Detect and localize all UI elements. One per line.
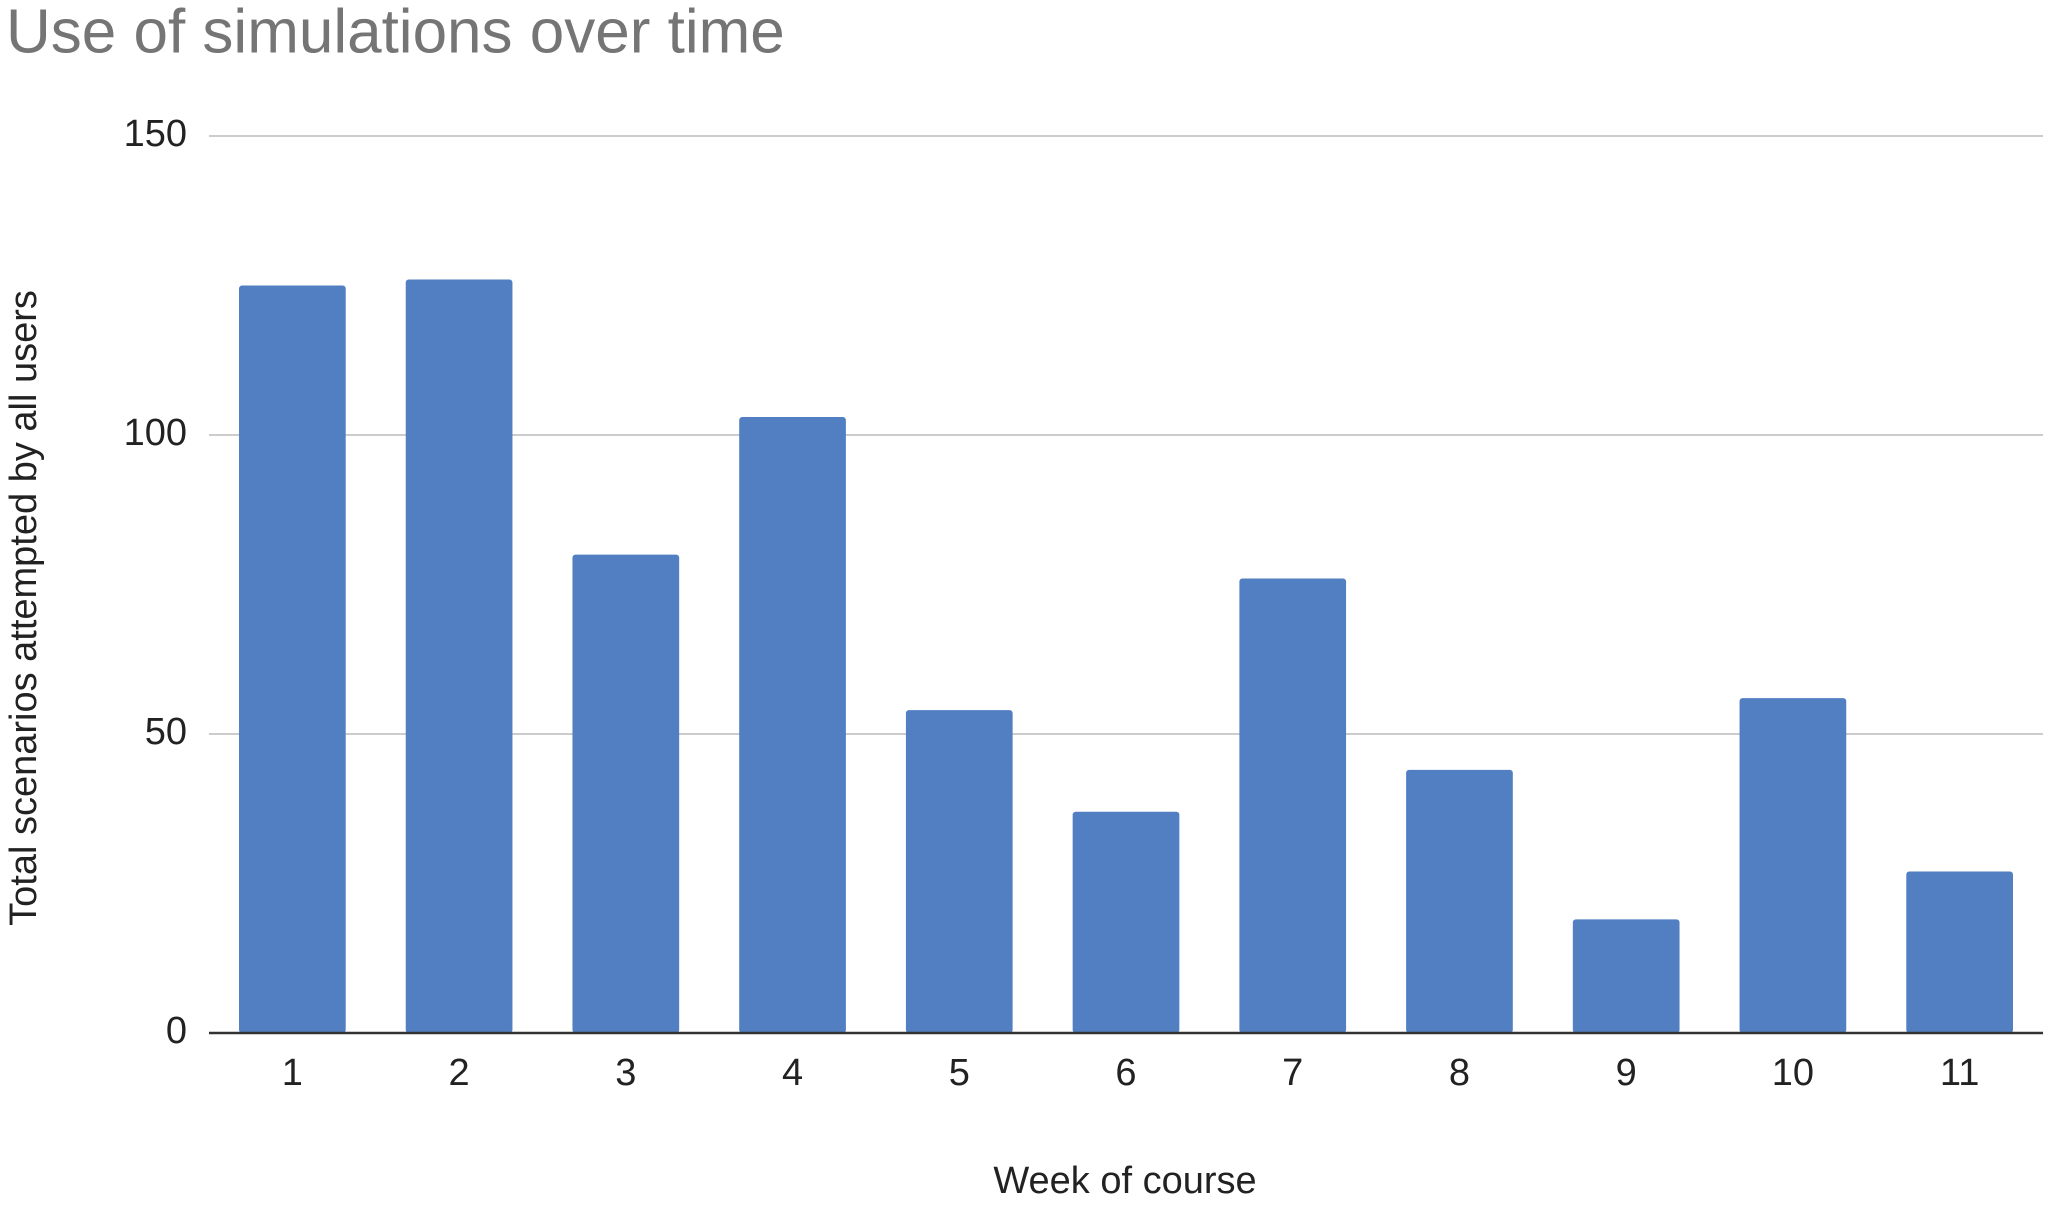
y-tick-label: 100 xyxy=(124,412,187,454)
x-axis-title: Week of course xyxy=(993,1160,1256,1202)
x-tick-label: 10 xyxy=(1772,1052,1814,1094)
bar xyxy=(239,285,346,1033)
bar xyxy=(572,554,680,1033)
bar xyxy=(1739,698,1847,1033)
bar xyxy=(1072,811,1180,1033)
x-tick-label: 3 xyxy=(615,1052,636,1094)
x-tick-label: 4 xyxy=(782,1052,803,1094)
bar xyxy=(405,279,513,1033)
y-tick-label: 50 xyxy=(145,711,187,753)
x-tick-label: 5 xyxy=(949,1052,970,1094)
x-tick-label: 1 xyxy=(282,1052,303,1094)
x-tick-label: 8 xyxy=(1449,1052,1470,1094)
y-tick-label: 150 xyxy=(124,113,187,155)
bar xyxy=(1572,919,1680,1033)
y-axis-title: Total scenarios attempted by all users xyxy=(3,290,45,926)
bar xyxy=(905,710,1013,1033)
bar xyxy=(1239,578,1347,1033)
bar xyxy=(1406,769,1513,1033)
x-tick-label: 9 xyxy=(1616,1052,1637,1094)
bar xyxy=(1906,871,2013,1033)
chart-title: Use of simulations over time xyxy=(6,0,785,66)
x-tick-label: 7 xyxy=(1282,1052,1303,1094)
x-tick-label: 6 xyxy=(1115,1052,1136,1094)
x-tick-label: 2 xyxy=(449,1052,470,1094)
x-tick-label: 11 xyxy=(1940,1052,1979,1094)
bar xyxy=(739,417,846,1033)
y-tick-label: 0 xyxy=(166,1010,187,1052)
